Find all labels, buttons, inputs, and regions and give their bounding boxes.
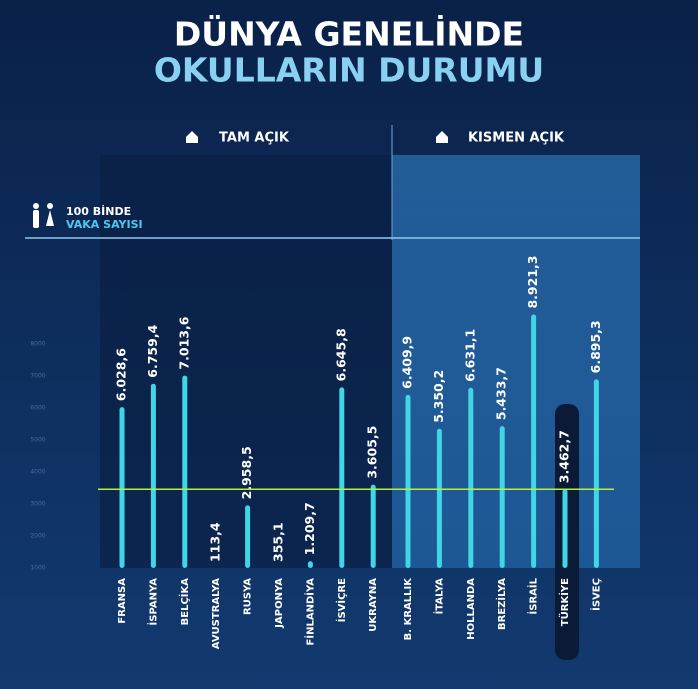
bar [531,314,537,568]
bar [307,561,313,568]
y-tick-label: 6000 [30,405,45,412]
legend-icon [33,203,54,228]
y-tick-label: 4000 [30,469,45,476]
bar [593,379,599,568]
x-tick-label: TÜRKİYE [557,578,571,626]
y-tick-label: 7000 [30,373,45,380]
x-tick-label: RUSYA [243,578,254,615]
bar [468,387,474,568]
value-label: 2.958,5 [239,446,254,499]
value-label: 355,1 [271,522,286,562]
bar [150,383,156,568]
value-label: 113,4 [208,522,223,562]
bar [182,375,188,568]
value-label: 6.409,9 [400,336,415,389]
group-label: TAM AÇIK [219,131,290,146]
value-label: 5.350,2 [431,370,446,423]
bars [119,314,599,568]
value-label: 6.645,8 [333,328,348,381]
legend-text: 100 BİNDE [66,204,131,218]
y-tick-label: 8000 [30,341,45,348]
y-tick-label: 5000 [30,437,45,444]
bar [405,394,411,568]
x-tick-label: FRANSA [117,578,128,624]
x-tick-label: B. KRALLIK [403,577,414,641]
x-tick-label: UKRAYNA [368,578,379,632]
x-tick-label: FİNLANDİYA [302,578,316,646]
bar [370,484,376,568]
x-tick-label: İSVİÇRE [334,578,348,622]
x-tick-label: HOLLANDA [466,578,477,640]
value-label: 3.605,5 [365,426,380,479]
bar [119,407,125,568]
group-label: KISMEN AÇIK [468,131,565,146]
y-tick-label: 3000 [30,501,45,508]
x-tick-label: BELÇİKA [177,578,191,626]
bar [499,426,505,568]
house-icon [186,131,198,143]
value-label: 6.759,4 [145,324,160,377]
value-label: 8.921,3 [525,256,540,309]
x-tick-label: İTALYA [431,578,445,615]
value-label: 5.433,7 [494,367,509,420]
title: DÜNYA GENELİNDE [174,14,524,54]
x-tick-label: JAPONYA [274,578,285,629]
subtitle: OKULLARIN DURUMU [154,51,544,90]
bar [436,428,442,568]
legend-text: VAKA SAYISI [66,218,143,231]
x-tick-label: İSVEÇ [588,578,602,611]
value-label: 6.028,6 [114,348,129,401]
bar [562,489,568,568]
x-tick-label: İSRAİL [526,577,540,614]
value-label: 7.013,6 [176,316,191,369]
x-tick-label: İSPANYA [145,578,159,626]
house-icon [436,131,448,143]
y-tick-label: 1000 [30,565,45,572]
y-tick-label: 2000 [30,533,45,540]
bar [245,505,251,568]
x-tick-label: BREZİLYA [494,578,508,630]
bar [339,387,345,568]
value-label: 6.631,1 [462,329,477,382]
x-tick-label: AVUSTRALYA [211,578,222,649]
value-label: 1.209,7 [302,502,317,555]
value-label: 6.895,3 [588,320,603,373]
value-label: 3.462,7 [557,430,572,483]
